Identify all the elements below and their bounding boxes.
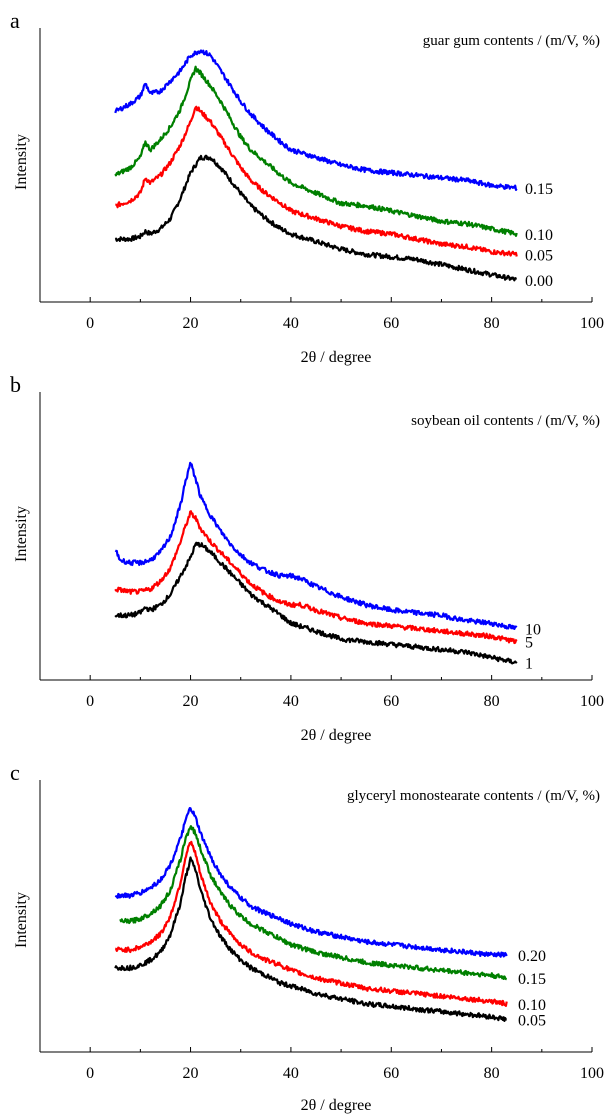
legend-title: glyceryl monostearate contents / (m/V, %…	[347, 788, 600, 804]
series-end-label: 10	[525, 622, 541, 639]
series-end-label: 1	[525, 656, 533, 673]
x-tick-label: 80	[484, 1065, 500, 1082]
series-end-label: 0.10	[525, 227, 553, 244]
x-tick-label: 60	[383, 315, 399, 332]
x-axis-label: 2θ / degree	[301, 727, 372, 744]
panel-letter: b	[10, 372, 21, 397]
x-tick-label: 20	[183, 1065, 199, 1082]
series-line-0.10	[114, 840, 508, 1008]
x-tick-label: 0	[86, 315, 94, 332]
series-end-label: 0.00	[525, 273, 553, 290]
y-axis-label: Intensity	[13, 134, 30, 190]
series-line-0.05	[114, 105, 518, 257]
x-tick-label: 20	[183, 693, 199, 710]
x-tick-label: 100	[580, 1065, 604, 1082]
legend-title: guar gum contents / (m/V, %)	[423, 33, 600, 49]
y-axis-label: Intensity	[13, 892, 30, 948]
x-tick-label: 0	[86, 693, 94, 710]
x-tick-label: 60	[383, 1065, 399, 1082]
series-end-label: 0.05	[525, 247, 553, 264]
series-line-0.15	[114, 49, 518, 191]
x-tick-label: 60	[383, 693, 399, 710]
x-tick-label: 20	[183, 315, 199, 332]
x-axis-label: 2θ / degree	[301, 1097, 372, 1114]
x-tick-label: 40	[283, 315, 299, 332]
series-line-0.15	[119, 825, 507, 981]
series-end-label: 0.15	[518, 971, 546, 988]
series-line-10	[114, 461, 518, 631]
x-tick-label: 80	[484, 315, 500, 332]
series-line-0.00	[114, 154, 518, 282]
x-axis-label: 2θ / degree	[301, 349, 372, 366]
chart-panel-b: 0 20 40 60 80 100 b soybean oil contents / (m/V…	[10, 372, 604, 744]
y-axis-label: Intensity	[13, 506, 30, 562]
series-line-5	[114, 510, 518, 645]
x-tick-label: 80	[484, 693, 500, 710]
series-end-label: 0.15	[525, 181, 553, 198]
series-end-label: 0.20	[518, 948, 546, 965]
x-tick-label: 40	[283, 693, 299, 710]
chart-panel-a: 0 20 40 60 80 100 a guar gum contents / (m/V, %…	[10, 8, 604, 366]
series-line-0.20	[114, 806, 508, 958]
legend-title: soybean oil contents / (m/V, %)	[411, 413, 600, 429]
x-tick-label: 40	[283, 1065, 299, 1082]
x-tick-label: 0	[86, 1065, 94, 1082]
panel-letter: c	[10, 760, 20, 785]
panel-letter: a	[10, 8, 20, 33]
series-end-label: 5	[525, 635, 533, 652]
series-line-0.05	[114, 856, 507, 1023]
series-end-label: 0.10	[518, 997, 546, 1014]
series-line-0.10	[114, 65, 518, 237]
x-tick-label: 100	[580, 693, 604, 710]
series-end-label: 0.05	[518, 1012, 546, 1029]
series-line-1	[114, 541, 518, 665]
chart-panel-c: 0 20 40 60 80 100 c glyceryl monostearate conte…	[10, 760, 604, 1114]
x-tick-label: 100	[580, 315, 604, 332]
